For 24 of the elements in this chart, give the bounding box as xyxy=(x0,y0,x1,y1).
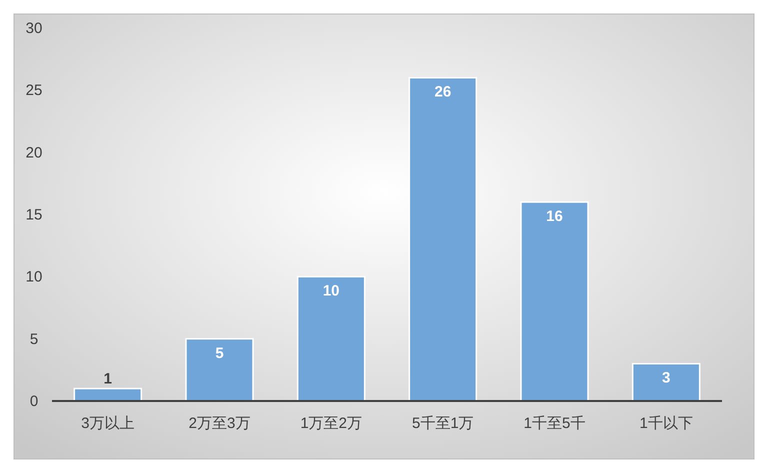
bar xyxy=(520,201,589,402)
y-tick-label: 15 xyxy=(26,206,42,224)
y-tick-label: 10 xyxy=(26,268,42,286)
data-label: 3 xyxy=(662,370,670,387)
x-tick-label: 1千至5千 xyxy=(524,415,586,432)
data-label: 26 xyxy=(434,84,452,101)
bar xyxy=(185,338,254,402)
y-tick-label: 20 xyxy=(26,144,42,162)
y-tick-label: 0 xyxy=(30,393,38,410)
bar xyxy=(408,76,478,402)
data-label: 16 xyxy=(546,208,563,226)
y-tick-label: 5 xyxy=(30,330,38,348)
data-label: 5 xyxy=(215,344,224,362)
data-label: 1 xyxy=(104,370,112,388)
bar xyxy=(632,362,700,402)
x-tick-label: 1千以下 xyxy=(639,415,693,432)
bar xyxy=(296,276,366,402)
y-tick-label: 30 xyxy=(26,20,42,37)
x-tick-label: 1万至2万 xyxy=(300,415,362,432)
x-tick-label: 3万以上 xyxy=(81,415,135,432)
y-tick-label: 25 xyxy=(26,82,42,100)
x-tick-label: 2万至3万 xyxy=(188,415,250,432)
x-tick-label: 5千至1万 xyxy=(412,415,474,432)
data-label: 10 xyxy=(322,282,340,300)
